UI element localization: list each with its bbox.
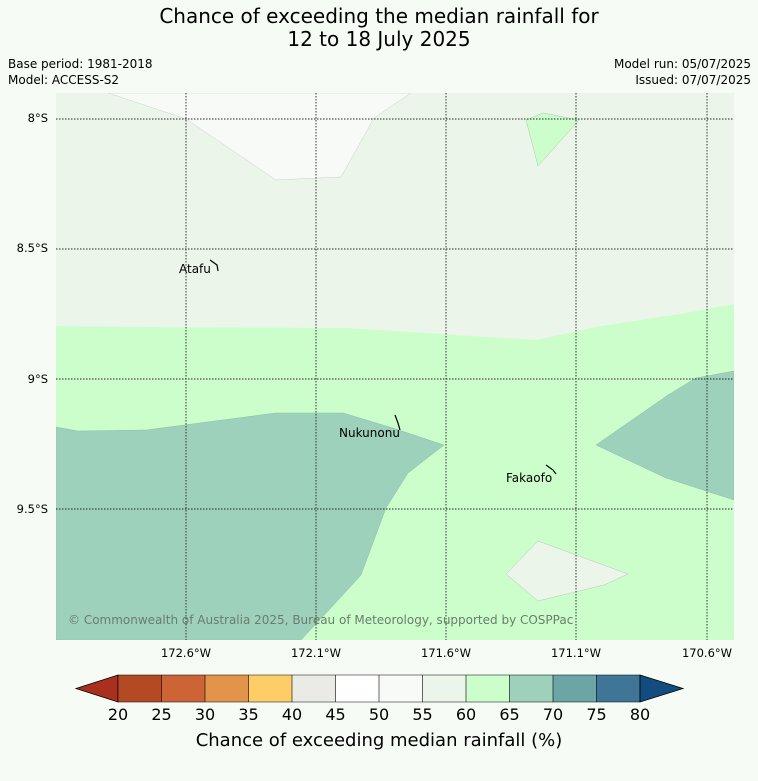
graticule — [56, 93, 734, 640]
fakaofo-atoll-shape — [545, 464, 557, 475]
lat-label-9-5s: 9.5°S — [16, 502, 48, 516]
colorbar-bin-50-55 — [379, 675, 423, 702]
colorbar-tick-40: 40 — [281, 705, 303, 724]
colorbar-tick-60: 60 — [455, 705, 477, 724]
lon-label-171-1w: 171.1°W — [550, 646, 602, 660]
place-label-nukunonu: Nukunonu — [339, 426, 400, 440]
colorbar-bin-45-50 — [335, 675, 379, 702]
colorbar-bin-25-30 — [161, 675, 205, 702]
colorbar-bin-75-80 — [596, 675, 640, 702]
title-line-2: 12 to 18 July 2025 — [287, 27, 471, 51]
colorbar-extend-low — [74, 674, 119, 703]
lon-label-172-6w: 172.6°W — [160, 646, 212, 660]
colorbar-tick-55: 55 — [412, 705, 433, 724]
copyright-notice: © Commonwealth of Australia 2025, Bureau… — [68, 613, 574, 627]
lon-label-171-6w: 171.6°W — [420, 646, 472, 660]
colorbar-bin-30-35 — [205, 675, 249, 702]
meta-left: Base period: 1981-2018 Model: ACCESS-S2 — [8, 56, 153, 88]
lon-label-172-1w: 172.1°W — [290, 646, 342, 660]
colorbar-dividers — [117, 674, 641, 703]
title-line-1: Chance of exceeding the median rainfall … — [159, 4, 599, 28]
model-run: Model run: 05/07/2025 — [613, 57, 751, 71]
colorbar-tick-70: 70 — [542, 705, 564, 724]
colorbar-tick-65: 65 — [499, 705, 520, 724]
map-area: Atafu Nukunonu Fakaofo © Commonwealth of… — [55, 92, 735, 641]
colorbar-extend-high — [639, 674, 685, 703]
colorbar-tick-80: 80 — [629, 705, 651, 724]
colorbar-tick-50: 50 — [368, 705, 390, 724]
colorbar-bin-40-45 — [292, 675, 336, 702]
colorbar-title: Chance of exceeding median rainfall (%) — [195, 730, 563, 751]
colorbar-tick-35: 35 — [238, 705, 259, 724]
colorbar-tick-25: 25 — [151, 705, 172, 724]
nukunonu-atoll-shape — [394, 414, 401, 431]
zone-65-70-southwest — [55, 412, 445, 641]
colorbar-bin-70-75 — [553, 675, 597, 702]
lon-label-170-6w: 170.6°W — [681, 646, 733, 660]
place-label-atafu: Atafu — [179, 262, 211, 276]
place-label-fakaofo: Fakaofo — [506, 471, 553, 485]
zone-55-60-south — [505, 540, 629, 602]
lat-label-8-5s: 8.5°S — [16, 241, 48, 255]
atafu-atoll-shape — [209, 259, 219, 272]
zone-60-65-north — [525, 112, 580, 167]
colorbar-tick-30: 30 — [194, 705, 216, 724]
colorbar-tick-75: 75 — [586, 705, 607, 724]
colorbar-bin-20-25 — [118, 675, 162, 702]
map-title: Chance of exceeding the median rainfall … — [0, 5, 758, 51]
lat-label-8s: 8°S — [27, 111, 48, 125]
model-name: Model: ACCESS-S2 — [8, 73, 120, 87]
colorbar-bin-65-70 — [509, 675, 553, 702]
base-period: Base period: 1981-2018 — [8, 57, 153, 71]
colorbar-bin-60-65 — [466, 675, 510, 702]
colorbar-tick-20: 20 — [107, 705, 129, 724]
colorbar — [74, 674, 685, 703]
colorbar-bin-55-60 — [422, 675, 466, 702]
colorbar-tick-45: 45 — [325, 705, 346, 724]
issued-date: Issued: 07/07/2025 — [635, 73, 751, 87]
lat-label-9s: 9°S — [27, 372, 48, 386]
colorbar-bin-35-40 — [248, 675, 292, 702]
meta-right: Model run: 05/07/2025 Issued: 07/07/2025 — [614, 56, 751, 88]
map-svg — [55, 92, 735, 641]
